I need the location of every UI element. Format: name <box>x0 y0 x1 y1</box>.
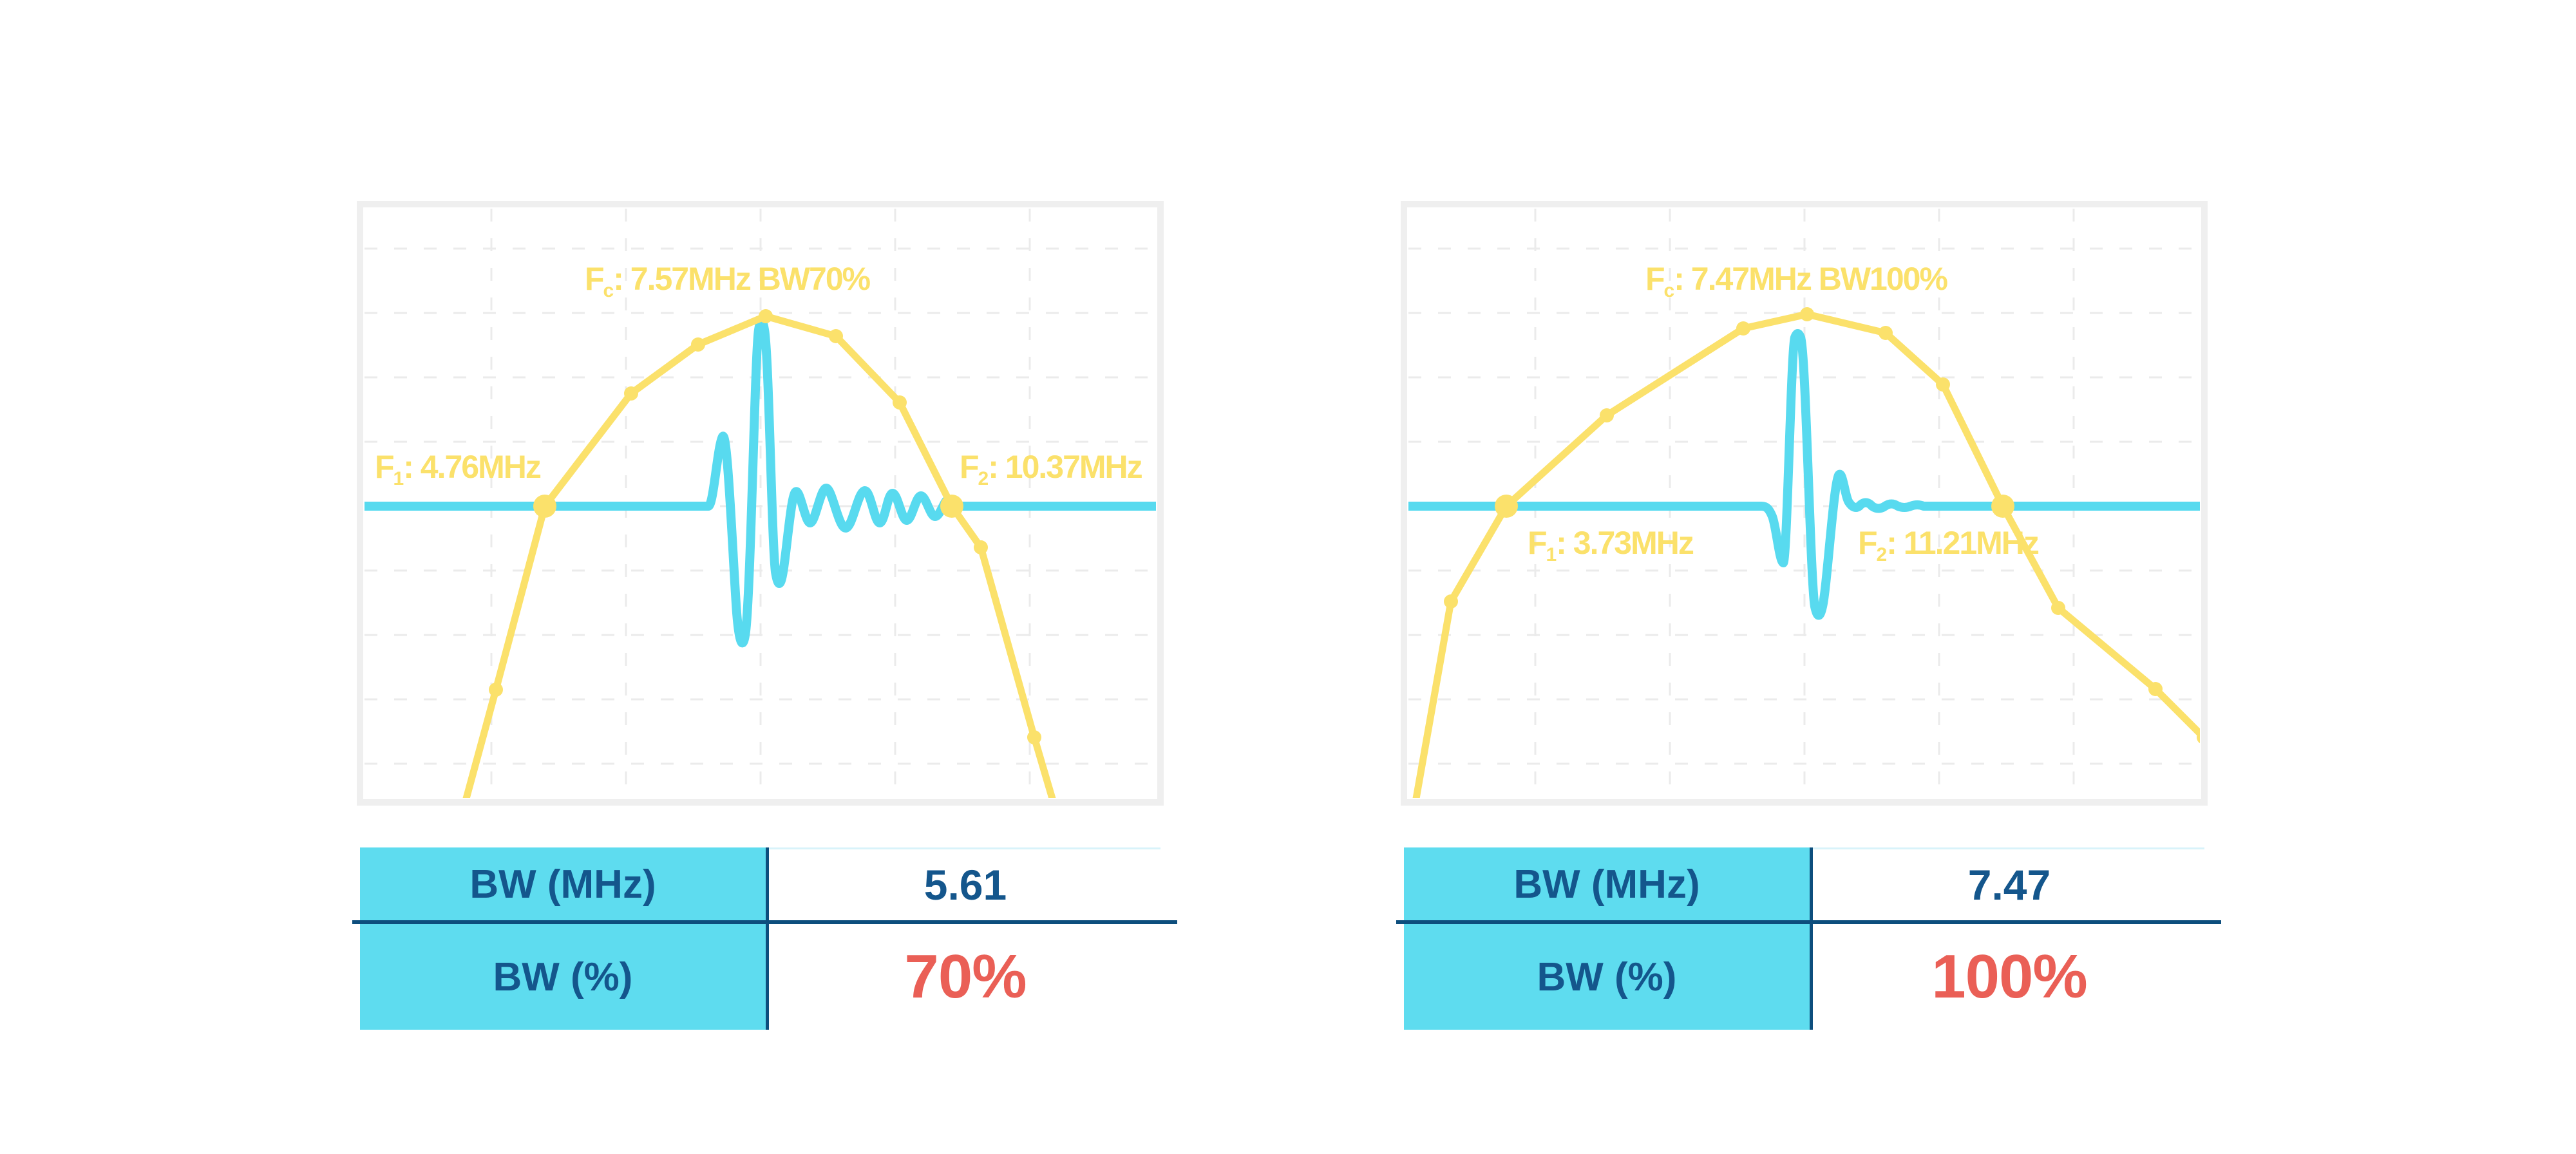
chart-frame <box>1401 201 2208 806</box>
plot-area <box>1408 307 2200 798</box>
center-frequency-annotation: Fc: 7.47MHz BW100% <box>1645 261 1948 301</box>
table-header-column <box>360 847 766 1030</box>
spectrum-curve <box>1412 310 2200 798</box>
bw-mhz-label: BW (MHz) <box>1513 862 1700 907</box>
bw-percent-label: BW (%) <box>1537 954 1677 999</box>
bandedge-marker-f1 <box>1495 495 1518 518</box>
data-point-marker <box>829 329 843 343</box>
data-point-marker <box>1600 408 1614 422</box>
bandedge-marker-f2 <box>940 495 963 518</box>
data-point-marker <box>759 309 773 323</box>
spectrum-chart-bw100 <box>1401 201 2208 806</box>
data-point-marker <box>2148 682 2163 696</box>
table-row-divider <box>1396 920 2221 924</box>
data-point-marker <box>2051 601 2065 615</box>
center-frequency-annotation: Fc: 7.57MHz BW70% <box>585 261 871 301</box>
table-column-divider <box>766 847 769 1030</box>
data-point-marker <box>2197 731 2200 744</box>
data-point-marker <box>1027 730 1041 744</box>
pulse-waveform <box>365 316 1156 648</box>
bandwidth-table: BW (MHz) 5.61 BW (%) 70% <box>352 847 1177 1030</box>
bw-mhz-value: 5.61 <box>923 860 1007 909</box>
bw-percent-label: BW (%) <box>493 954 633 999</box>
data-point-marker <box>489 683 503 697</box>
table-column-divider <box>1810 847 1813 1030</box>
f1-annotation: F1: 3.73MHz <box>1528 525 1694 565</box>
f2-annotation: F2: 11.21MHz <box>1858 525 2040 565</box>
data-point-marker <box>1800 307 1814 321</box>
f1-annotation: F1: 4.76MHz <box>375 449 542 489</box>
plot-area <box>365 309 1156 798</box>
spectrum-curve <box>462 312 1056 798</box>
bandwidth-table: BW (MHz) 7.47 BW (%) 100% <box>1396 847 2221 1030</box>
data-point-marker <box>1936 377 1950 392</box>
bandedge-marker-f1 <box>533 495 556 518</box>
data-point-marker <box>1879 326 1893 340</box>
data-point-marker <box>974 540 988 554</box>
pulse-waveform <box>1408 329 2200 620</box>
data-point-marker <box>624 386 638 401</box>
data-point-marker <box>691 337 705 352</box>
table-header-column <box>1404 847 1810 1030</box>
bandedge-marker-f2 <box>1991 495 2014 518</box>
chart-frame <box>357 201 1164 806</box>
bw-mhz-value: 7.47 <box>1967 860 2051 909</box>
data-point-marker <box>1444 594 1458 609</box>
spectrum-chart-bw70 <box>357 201 1164 806</box>
bw-mhz-label: BW (MHz) <box>469 862 656 907</box>
f2-annotation: F2: 10.37MHz <box>960 449 1143 489</box>
data-point-marker <box>893 395 907 410</box>
data-point-marker <box>1736 321 1750 336</box>
table-row-divider <box>352 920 1177 924</box>
bw-percent-value: 70% <box>904 942 1027 1011</box>
bw-percent-value: 100% <box>1931 942 2088 1011</box>
